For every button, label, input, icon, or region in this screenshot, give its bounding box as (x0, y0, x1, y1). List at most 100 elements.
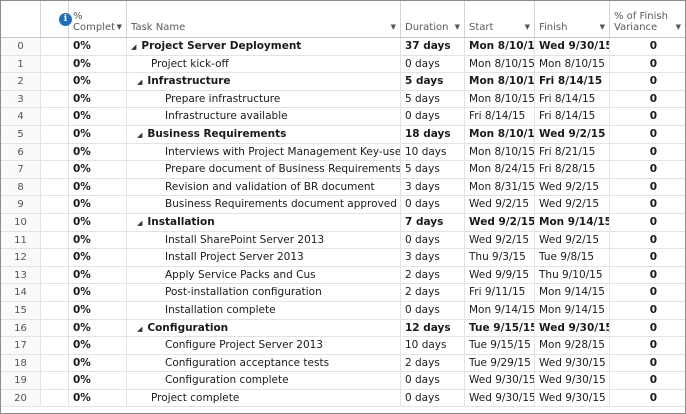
row-id[interactable]: 1 (1, 55, 41, 73)
dropdown-arrow-icon[interactable]: ▼ (390, 23, 396, 31)
start-cell[interactable]: Fri 9/11/15 (465, 284, 535, 301)
duration-cell[interactable]: 0 days (401, 55, 465, 73)
task-name-cell[interactable]: Install Project Server 2013 (127, 249, 401, 266)
summary-task-row[interactable]: 5 0% ◢ Business Requirements 18 days Mon 8/10… (1, 125, 685, 144)
row-id[interactable]: 8 (1, 178, 41, 196)
row-id[interactable]: 10 (1, 213, 41, 231)
task-name-cell[interactable]: Business Requirements document approved (127, 196, 401, 213)
finish-variance-cell[interactable]: 0 (649, 145, 657, 158)
indicators-column-header[interactable]: i (41, 1, 72, 37)
pct-complete-cell[interactable]: 0% (69, 38, 127, 55)
duration-cell[interactable]: 7 days (401, 213, 465, 231)
task-row[interactable]: 19 0% Configuration complete 0 days Wed 9/30… (1, 372, 685, 390)
dropdown-arrow-icon[interactable]: ▼ (116, 23, 122, 31)
finish-cell[interactable]: Wed 9/2/15 (535, 196, 610, 213)
finish-variance-cell[interactable]: 0 (649, 233, 657, 246)
pct-complete-cell[interactable]: 0% (69, 213, 127, 231)
task-row[interactable]: 6 0% Interviews with Project Management Ke… (1, 143, 685, 162)
row-id[interactable]: 5 (1, 125, 41, 143)
task-row[interactable]: 9 0% Business Requirements document approv… (1, 196, 685, 214)
task-row[interactable]: 12 0% Install Project Server 2013 3 days Thu… (1, 249, 685, 267)
task-row[interactable]: 11 0% Install SharePoint Server 2013 0 days… (1, 231, 685, 250)
finish-variance-cell[interactable]: 0 (649, 268, 657, 281)
row-id[interactable]: 6 (1, 143, 41, 161)
pct-complete-cell[interactable]: 0% (69, 178, 127, 196)
duration-cell[interactable]: 10 days (401, 337, 465, 354)
task-name-cell[interactable]: Revision and validation of BR document (127, 178, 401, 196)
finish-variance-cell[interactable]: 0 (649, 251, 657, 264)
finish-cell[interactable]: Fri 8/14/15 (535, 90, 610, 108)
pct-complete-cell[interactable]: 0% (69, 108, 127, 125)
finish-column-header[interactable]: Finish ▼ (535, 1, 610, 37)
task-row[interactable]: 7 0% Prepare document of Business Requirem… (1, 161, 685, 179)
duration-cell[interactable]: 5 days (401, 90, 465, 108)
pct-complete-cell[interactable]: 0% (69, 354, 127, 372)
start-cell[interactable]: Fri 8/14/15 (465, 108, 535, 125)
collapse-toggle-icon[interactable]: ◢ (137, 324, 143, 333)
summary-task-row[interactable]: 10 0% ◢ Installation 7 days Wed 9/2/15 Mon 9/1… (1, 213, 685, 232)
duration-cell[interactable]: 3 days (401, 178, 465, 196)
task-name-cell[interactable]: Installation complete (127, 301, 401, 319)
select-all-corner[interactable] (1, 1, 41, 37)
finish-cell[interactable]: Mon 9/14/15 (535, 301, 610, 319)
start-cell[interactable]: Wed 9/30/15 (465, 389, 535, 407)
row-id[interactable]: 9 (1, 196, 41, 213)
task-name-cell[interactable]: Prepare document of Business Requirement… (127, 161, 401, 178)
task-name-cell[interactable]: Project kick-off (127, 55, 401, 73)
pct-complete-cell[interactable]: 0% (69, 372, 127, 389)
task-row[interactable]: 20 0% Project complete 0 days Wed 9/30/15 Wed… (1, 389, 685, 408)
row-id[interactable]: 19 (1, 372, 41, 389)
start-cell[interactable]: Tue 9/15/15 (465, 337, 535, 354)
pct-complete-cell[interactable]: 0% (69, 301, 127, 319)
finish-variance-cell[interactable]: 0 (649, 391, 657, 404)
start-cell[interactable]: Thu 9/3/15 (465, 249, 535, 266)
duration-cell[interactable]: 5 days (401, 73, 465, 90)
collapse-toggle-icon[interactable]: ◢ (137, 130, 143, 139)
dropdown-arrow-icon[interactable]: ▼ (524, 23, 530, 31)
duration-cell[interactable]: 18 days (401, 125, 465, 143)
task-row[interactable]: 15 0% Installation complete 0 days Mon 9/14/… (1, 301, 685, 320)
task-name-cell[interactable]: Apply Service Packs and Cus (127, 266, 401, 284)
task-name-cell[interactable]: ◢ Project Server Deployment (127, 38, 401, 55)
task-name-cell[interactable]: Interviews with Project Management Key-u… (127, 143, 401, 161)
duration-cell[interactable]: 0 days (401, 372, 465, 389)
finish-cell[interactable]: Tue 9/8/15 (535, 249, 610, 266)
row-id[interactable]: 11 (1, 231, 41, 249)
task-name-cell[interactable]: Configure Project Server 2013 (127, 337, 401, 354)
duration-cell[interactable]: 0 days (401, 196, 465, 213)
collapse-toggle-icon[interactable]: ◢ (137, 218, 143, 227)
row-id[interactable]: 12 (1, 249, 41, 266)
start-cell[interactable]: Wed 9/2/15 (465, 213, 535, 231)
finish-cell[interactable]: Fri 8/21/15 (535, 143, 610, 161)
task-row[interactable]: 4 0% Infrastructure available 0 days Fri 8/1… (1, 108, 685, 126)
task-name-cell[interactable]: ◢ Installation (127, 213, 401, 231)
dropdown-arrow-icon[interactable]: ▼ (675, 23, 681, 31)
collapse-toggle-icon[interactable]: ◢ (137, 78, 143, 87)
finish-cell[interactable]: Wed 9/30/15 (535, 319, 610, 337)
duration-cell[interactable]: 2 days (401, 266, 465, 284)
summary-task-row[interactable]: 0 0% ◢ Project Server Deployment 37 days Mon … (1, 38, 685, 56)
finish-variance-cell[interactable]: 0 (649, 198, 657, 211)
pct-complete-cell[interactable]: 0% (69, 125, 127, 143)
task-row[interactable]: 17 0% Configure Project Server 2013 10 days… (1, 337, 685, 355)
pct-complete-cell[interactable]: 0% (69, 143, 127, 161)
finish-variance-cell[interactable]: 0 (649, 286, 657, 299)
finish-variance-cell[interactable]: 0 (649, 321, 657, 334)
finish-cell[interactable]: Wed 9/30/15 (535, 372, 610, 389)
task-row[interactable]: 14 0% Post-installation configuration 2 day… (1, 284, 685, 302)
start-cell[interactable]: Mon 8/10/15 (465, 125, 535, 143)
duration-cell[interactable]: 0 days (401, 301, 465, 319)
finish-cell[interactable]: Mon 9/14/15 (535, 284, 610, 301)
row-id[interactable]: 7 (1, 161, 41, 178)
row-id[interactable]: 13 (1, 266, 41, 284)
pct-complete-column-header[interactable]: % Complet ▼ (69, 1, 127, 37)
finish-variance-cell[interactable]: 0 (649, 127, 657, 140)
start-column-header[interactable]: Start ▼ (465, 1, 535, 37)
finish-cell[interactable]: Fri 8/14/15 (535, 73, 610, 90)
pct-complete-cell[interactable]: 0% (69, 337, 127, 354)
start-cell[interactable]: Wed 9/2/15 (465, 231, 535, 249)
start-cell[interactable]: Wed 9/2/15 (465, 196, 535, 213)
pct-complete-cell[interactable]: 0% (69, 231, 127, 249)
duration-cell[interactable]: 2 days (401, 284, 465, 301)
row-id[interactable]: 4 (1, 108, 41, 125)
